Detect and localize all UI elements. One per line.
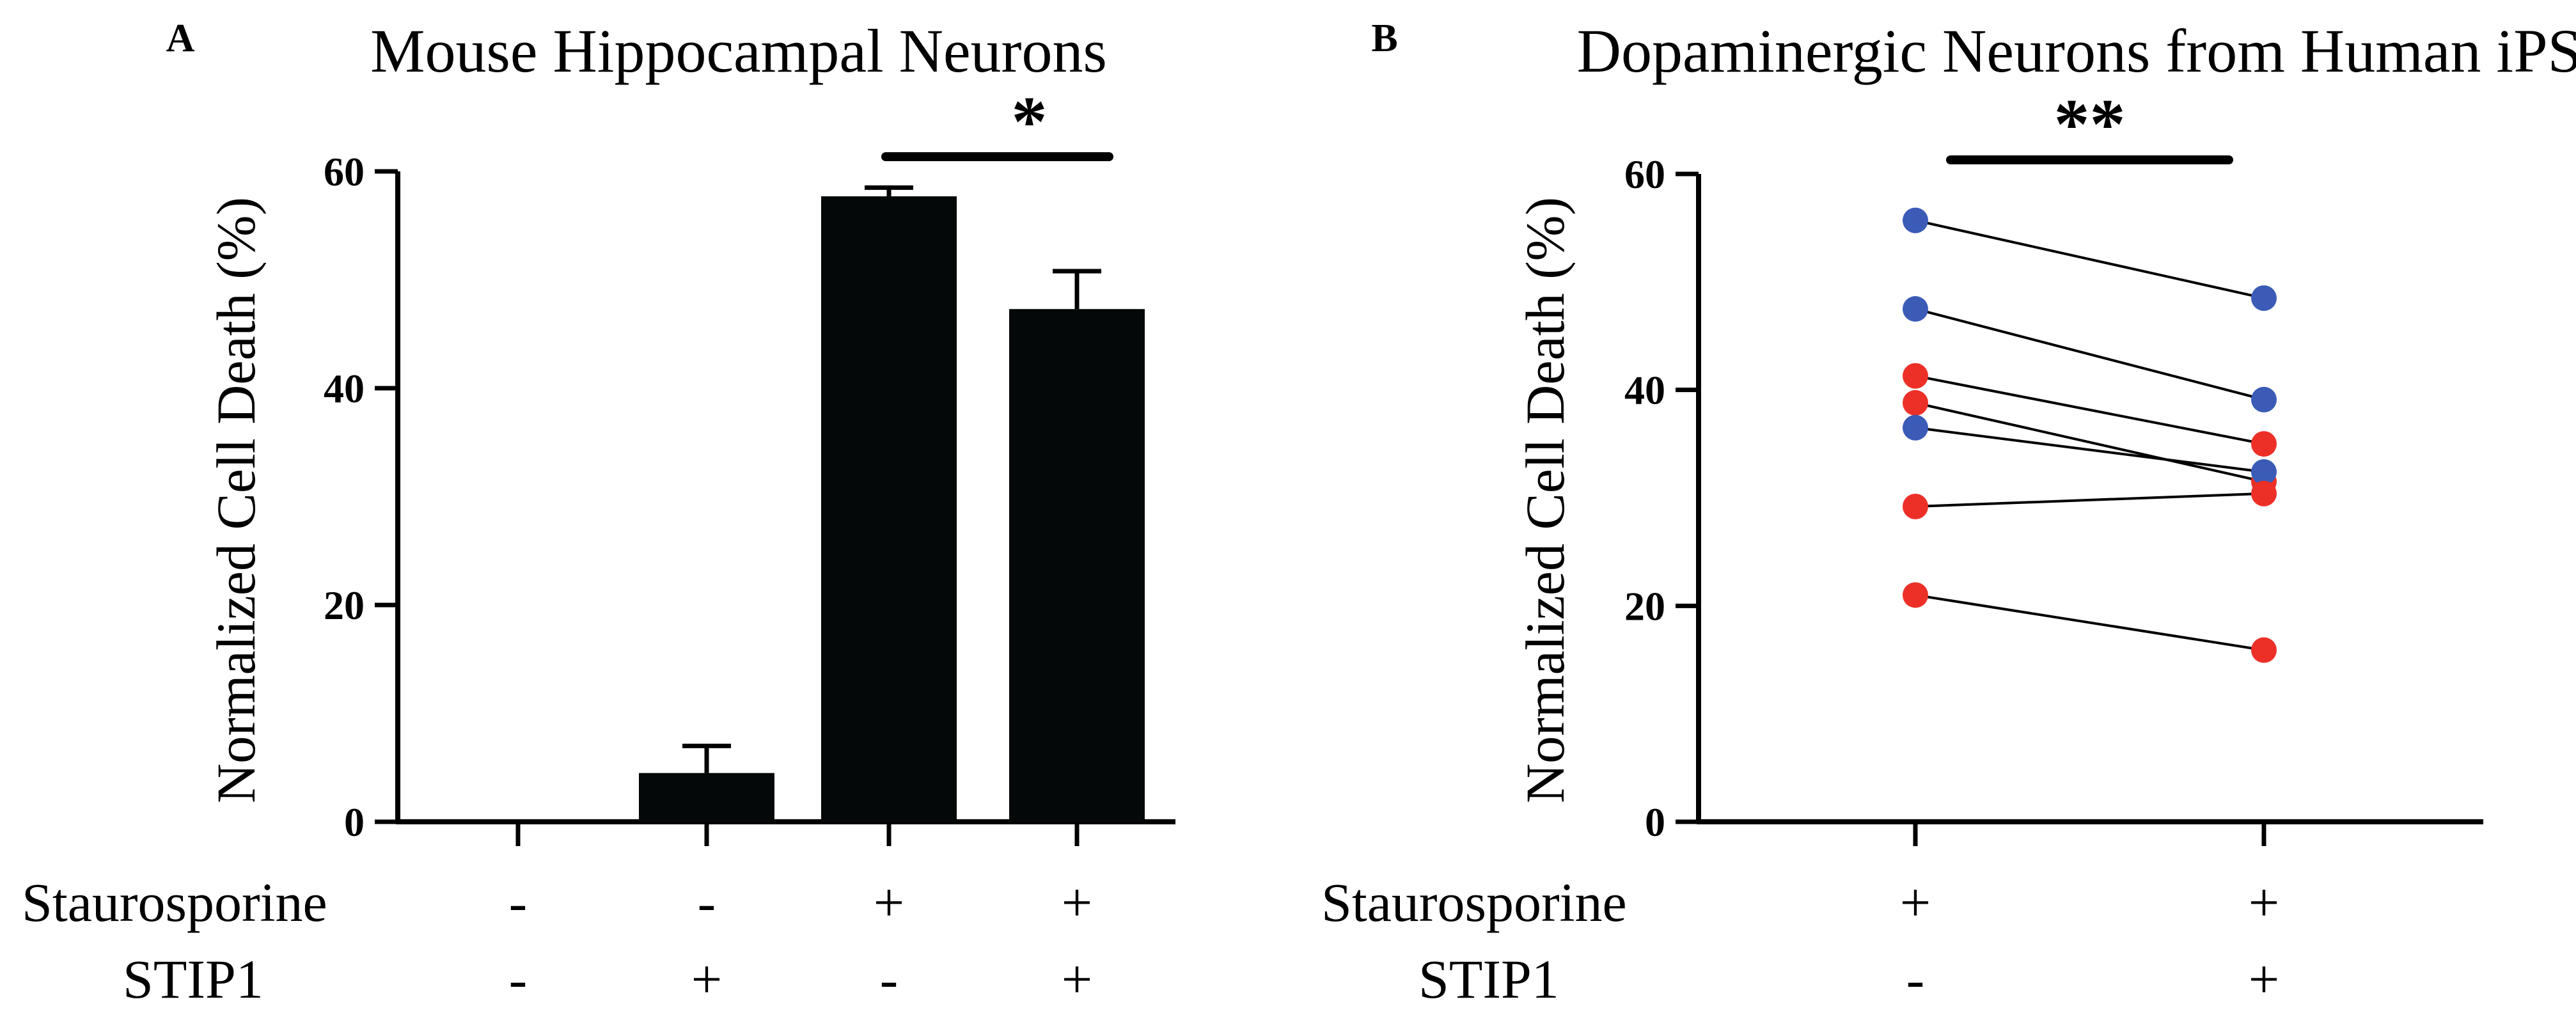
panel-a-bar [821, 196, 957, 822]
panel-a-condition-mark: + [1062, 872, 1093, 933]
panel-a-y-tick-label: 20 [324, 583, 365, 628]
panel-b-points [1903, 207, 2277, 663]
panel-b-series-line [1915, 401, 2265, 483]
panel-b-series-line [1915, 492, 2265, 508]
panel-b-data-point [1903, 363, 1928, 389]
panel-b-data-point [2251, 459, 2277, 485]
panel-b-condition-mark: - [1906, 948, 1925, 1010]
panel-b-data-point [1903, 389, 1928, 416]
panel-a-condition-mark: - [509, 948, 528, 1010]
panel-a-bar [639, 773, 774, 822]
panel-a-condition-mark: + [1062, 948, 1093, 1010]
panel-b-row-label-stip1: STIP1 [1418, 948, 1559, 1010]
panel-a-significance-label: * [1012, 82, 1048, 162]
panel-b-y-tick-label: 20 [1624, 583, 1665, 629]
panel-b-letter: B [1371, 17, 1397, 60]
panel-a: A Mouse Hippocampal Neurons Normalized C… [22, 17, 1175, 1010]
panel-a-y-ticks: 0 20 40 60 [324, 149, 398, 845]
panel-a-condition-mark: + [874, 872, 905, 933]
panel-b-axes [1696, 174, 2483, 846]
panel-b-data-point [2251, 480, 2277, 507]
panel-b-y-axis-label: Normalized Cell Death (%) [1514, 197, 1576, 803]
panel-a-title: Mouse Hippocampal Neurons [370, 17, 1107, 85]
panel-b-data-point [2251, 285, 2277, 311]
panel-a-y-axis-label: Normalized Cell Death (%) [205, 197, 267, 803]
panel-b-series-line [1915, 308, 2265, 401]
panel-b-data-point [1903, 296, 1928, 322]
panel-b-series-line [1915, 593, 2265, 652]
panel-b-row-label-staurosporine: Staurosporine [1321, 872, 1627, 933]
panel-a-error-bars [682, 185, 1101, 773]
panel-a-row-label-stip1: STIP1 [123, 948, 263, 1010]
panel-b-series-line [1915, 426, 2265, 473]
panel-a-condition-mark: + [691, 948, 723, 1010]
panel-b-data-point [2251, 386, 2277, 412]
panel-b-condition-mark: + [2249, 948, 2280, 1010]
panel-b-y-tick-label: 40 [1624, 368, 1665, 413]
panel-a-significance: * [881, 82, 1113, 162]
panel-b-y-ticks: 0 20 40 60 [1624, 152, 1699, 845]
panel-b-title: Dopaminergic Neurons from Human iPSCs [1577, 17, 2576, 85]
panel-a-condition-mark: - [509, 872, 528, 933]
panel-b-y-tick-label: 60 [1624, 152, 1665, 197]
panel-a-condition-mark: - [698, 872, 716, 933]
panel-b-significance: ** [1946, 85, 2233, 164]
panel-b-condition-marks: + + - + [1900, 872, 2280, 1010]
panel-b-condition-mark: + [1900, 872, 1931, 933]
panel-b-data-point [1903, 494, 1928, 520]
panel-b-data-point [2251, 637, 2277, 663]
panel-b-series-line [1915, 374, 2265, 446]
panel-a-y-tick-label: 40 [324, 366, 365, 411]
panel-b-significance-label: ** [2054, 85, 2126, 164]
panel-a-y-tick-label: 0 [344, 799, 365, 845]
panel-a-condition-marks: - - + + - + - + [509, 872, 1093, 1010]
panel-b-data-point [1903, 414, 1928, 441]
panel-b: B Dopaminergic Neurons from Human iPSCs … [1321, 17, 2576, 1010]
panel-a-bar [1009, 309, 1145, 822]
panel-b-lines [1915, 219, 2265, 652]
panel-b-data-point [1903, 582, 1928, 608]
panel-a-row-label-staurosporine: Staurosporine [22, 872, 327, 933]
panel-b-y-tick-label: 0 [1645, 799, 1665, 845]
panel-a-letter: A [166, 17, 195, 60]
panel-b-data-point [2251, 431, 2277, 457]
panel-b-data-point [1903, 207, 1928, 233]
panel-a-bars [639, 196, 1145, 822]
panel-a-condition-mark: - [880, 948, 899, 1010]
panel-b-condition-mark: + [2249, 872, 2280, 933]
panel-a-y-tick-label: 60 [324, 149, 365, 194]
panel-b-series-line [1915, 219, 2265, 300]
